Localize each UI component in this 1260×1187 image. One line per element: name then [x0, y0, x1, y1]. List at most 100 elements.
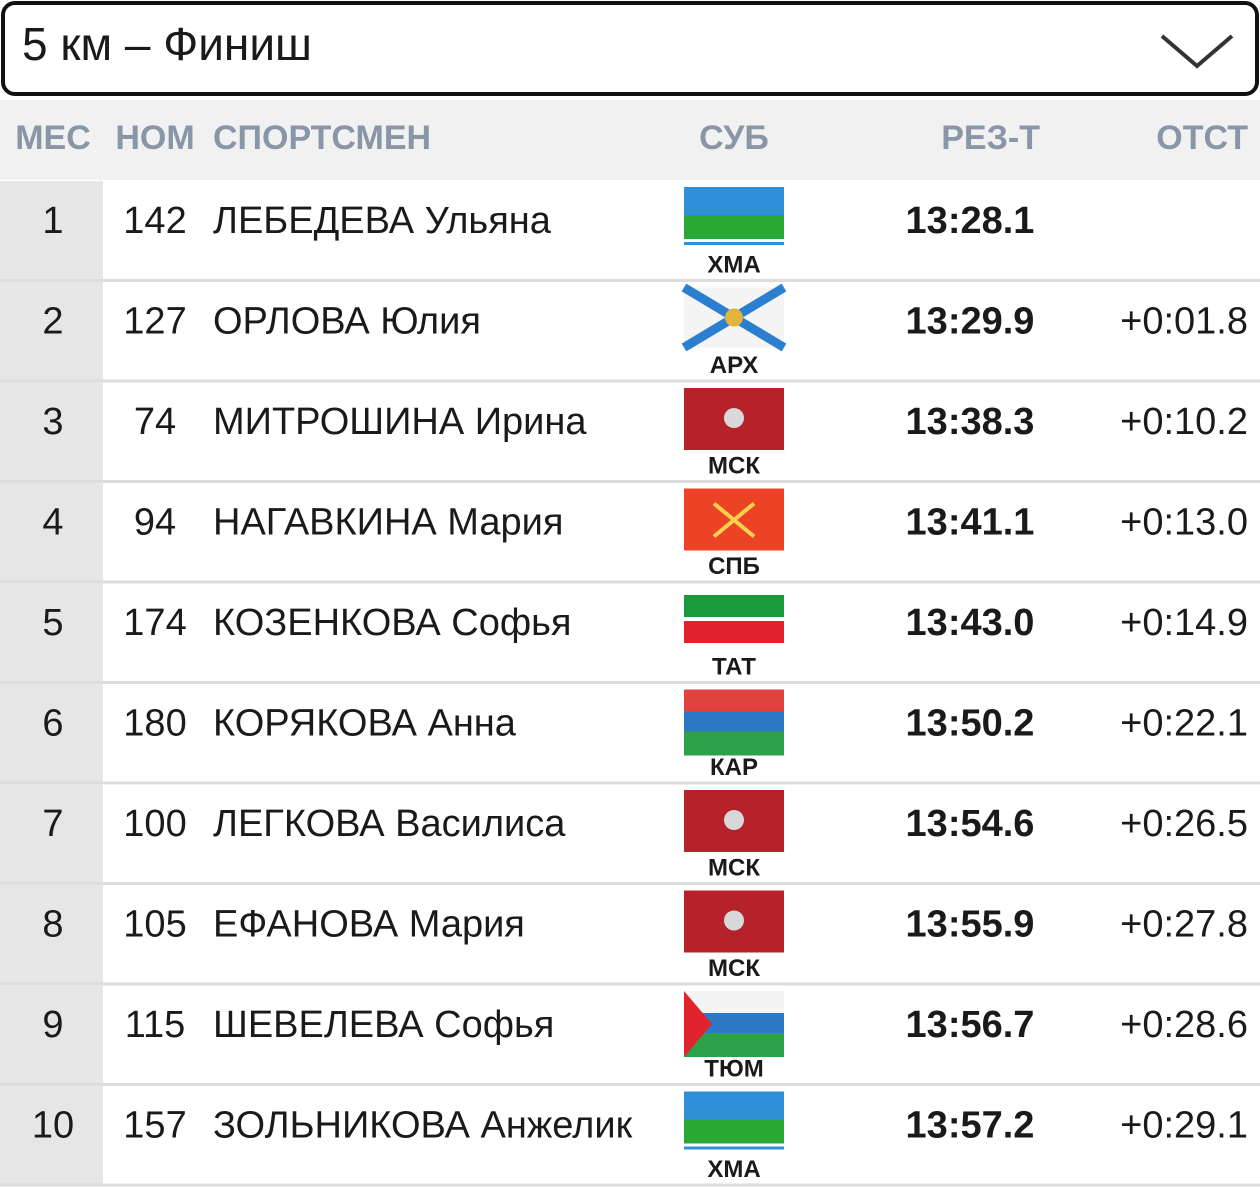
place-cell-bg — [0, 181, 103, 282]
result-time: 13:55.9 — [906, 904, 1035, 946]
athlete-name: МИТРОШИНА Ирина — [213, 401, 587, 443]
column-header: НОМ — [115, 119, 194, 157]
place-cell-bg — [0, 884, 103, 985]
flag-part — [724, 810, 744, 830]
flag-part — [684, 239, 784, 242]
result-row: 7 100 ЛЕГКОВА Василиса МСК 13:54.6 +0:26.5 — [0, 784, 1260, 885]
stage-selector[interactable] — [1, 1, 1259, 96]
place: 2 — [42, 301, 63, 343]
result-time: 13:38.3 — [906, 401, 1035, 443]
column-header: СПОРТСМЕН — [213, 119, 431, 157]
result-time: 13:28.1 — [906, 200, 1035, 242]
time-gap: +0:29.1 — [1120, 1105, 1248, 1147]
flag-part — [684, 617, 784, 621]
place-cell-bg — [0, 784, 103, 885]
athlete-name: ЛЕБЕДЕВА Ульяна — [213, 200, 552, 242]
region-code: ТЮМ — [704, 1055, 763, 1082]
place-cell-bg — [0, 281, 103, 382]
result-time: 13:56.7 — [906, 1004, 1035, 1046]
athlete-name: НАГАВКИНА Мария — [213, 502, 563, 544]
dropdown-arrow — [1160, 34, 1234, 69]
header-row — [0, 100, 1260, 180]
flag-part — [684, 595, 784, 617]
region-flag — [684, 790, 784, 852]
place-cell-bg — [0, 1085, 103, 1186]
place-cell-bg — [0, 683, 103, 784]
region-flag — [684, 488, 784, 551]
athlete-name: ЗОЛЬНИКОВА Анжелик — [213, 1105, 633, 1147]
result-time: 13:54.6 — [906, 803, 1035, 845]
flag-part — [684, 1143, 784, 1147]
region-code: ХМА — [707, 1156, 760, 1183]
athlete-name: ЛЕГКОВА Василиса — [213, 803, 566, 845]
region-flag — [681, 283, 787, 352]
region-flag — [684, 388, 784, 450]
flag-part — [684, 1146, 784, 1150]
region-code: СПБ — [708, 553, 760, 580]
column-header: ОТСТ — [1156, 119, 1248, 157]
region-flag — [684, 1091, 784, 1150]
result-row: 6 180 КОРЯКОВА Анна КАР 13:50.2 +0:22.1 — [0, 683, 1260, 785]
time-gap: +0:10.2 — [1120, 401, 1248, 443]
region-flag — [684, 187, 784, 245]
place: 9 — [42, 1004, 63, 1046]
flag-part — [684, 711, 784, 732]
result-row: 3 74 МИТРОШИНА Ирина МСК 13:38.3 +0:10.2 — [0, 382, 1260, 483]
flag-part — [724, 408, 744, 428]
flag-part — [724, 910, 744, 931]
place: 4 — [42, 502, 63, 544]
place: 6 — [42, 703, 63, 745]
region-flag — [684, 890, 784, 953]
rows: 1 142 ЛЕБЕДЕВА Ульяна ХМА 13:28.1 2 127 ОРЛОВА … — [0, 181, 1260, 1187]
result-time: 13:29.9 — [906, 301, 1035, 343]
athlete-name: ЕФАНОВА Мария — [213, 904, 525, 946]
place: 1 — [42, 200, 63, 242]
result-time: 13:57.2 — [906, 1105, 1035, 1147]
place: 8 — [42, 904, 63, 946]
bib: 127 — [123, 301, 186, 343]
place: 5 — [42, 602, 63, 644]
region-code: МСК — [708, 452, 760, 479]
place-cell-bg — [0, 482, 103, 583]
time-gap: +0:27.8 — [1120, 904, 1248, 946]
result-row: 10 157 ЗОЛЬНИКОВА Анжелик ХМА 13:57.2 +0:29.1 — [0, 1085, 1260, 1187]
flag-part — [684, 187, 784, 215]
region-code: КАР — [710, 754, 758, 781]
flag-part — [712, 501, 756, 539]
time-gap: +0:13.0 — [1120, 502, 1248, 544]
result-row: 8 105 ЕФАНОВА Мария МСК 13:55.9 +0:27.8 — [0, 884, 1260, 986]
flag-part — [684, 621, 784, 643]
bib: 180 — [123, 703, 186, 745]
result-row: 1 142 ЛЕБЕДЕВА Ульяна ХМА 13:28.1 — [0, 181, 1260, 282]
athlete-name: ШЕВЕЛЕВА Софья — [213, 1004, 554, 1046]
bib: 100 — [123, 803, 186, 845]
region-code: МСК — [708, 955, 760, 982]
time-gap: +0:28.6 — [1120, 1004, 1248, 1046]
region-code: ХМА — [707, 251, 760, 278]
region-flag — [684, 689, 784, 756]
result-row: 5 174 КОЗЕНКОВА Софья ТАТ 13:43.0 +0:14.9 — [0, 583, 1260, 684]
region-flag — [684, 595, 784, 643]
athlete-name: КОРЯКОВА Анна — [213, 703, 517, 745]
result-row: 4 94 НАГАВКИНА Мария СПБ 13:41.1 +0:13.0 — [0, 482, 1260, 584]
column-header: СУБ — [699, 119, 769, 157]
time-gap: +0:26.5 — [1120, 803, 1248, 845]
flag-part — [684, 731, 784, 756]
flag-part — [684, 1013, 784, 1033]
time-gap: +0:01.8 — [1120, 301, 1248, 343]
bib: 74 — [134, 401, 176, 443]
place-cell-bg — [0, 382, 103, 483]
bib: 94 — [134, 502, 176, 544]
place: 10 — [32, 1105, 74, 1147]
flag-part — [684, 242, 784, 245]
column-header: МЕС — [15, 119, 91, 157]
place: 7 — [42, 803, 63, 845]
column-header: РЕЗ-Т — [941, 119, 1040, 157]
place: 3 — [42, 401, 63, 443]
flag-part — [725, 308, 743, 327]
bib: 142 — [123, 200, 186, 242]
result-time: 13:41.1 — [906, 502, 1035, 544]
bib: 115 — [125, 1004, 186, 1046]
flag-part — [684, 689, 784, 712]
